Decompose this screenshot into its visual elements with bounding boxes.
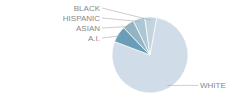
svg-text:HISPANIC: HISPANIC <box>63 14 100 23</box>
svg-text:BLACK: BLACK <box>74 4 101 13</box>
svg-text:A.I.: A.I. <box>88 34 100 43</box>
svg-text:WHITE: WHITE <box>200 81 226 90</box>
svg-text:ASIAN: ASIAN <box>76 24 100 33</box>
